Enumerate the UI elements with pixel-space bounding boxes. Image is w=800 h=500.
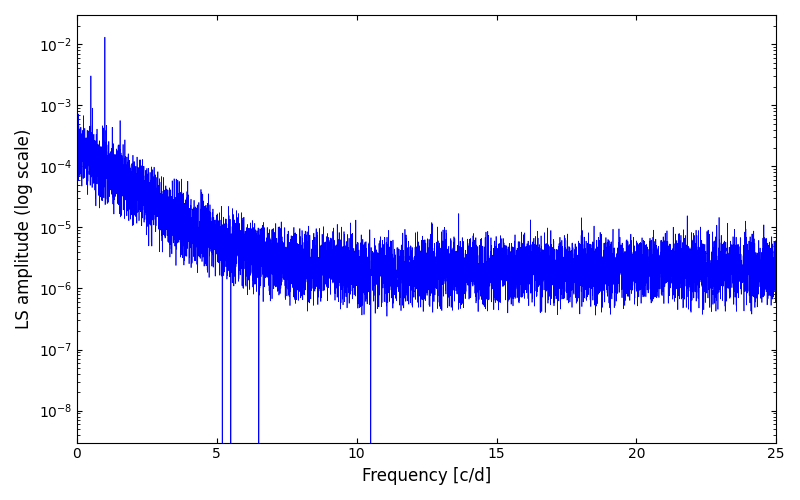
X-axis label: Frequency [c/d]: Frequency [c/d]: [362, 467, 491, 485]
Y-axis label: LS amplitude (log scale): LS amplitude (log scale): [15, 128, 33, 329]
